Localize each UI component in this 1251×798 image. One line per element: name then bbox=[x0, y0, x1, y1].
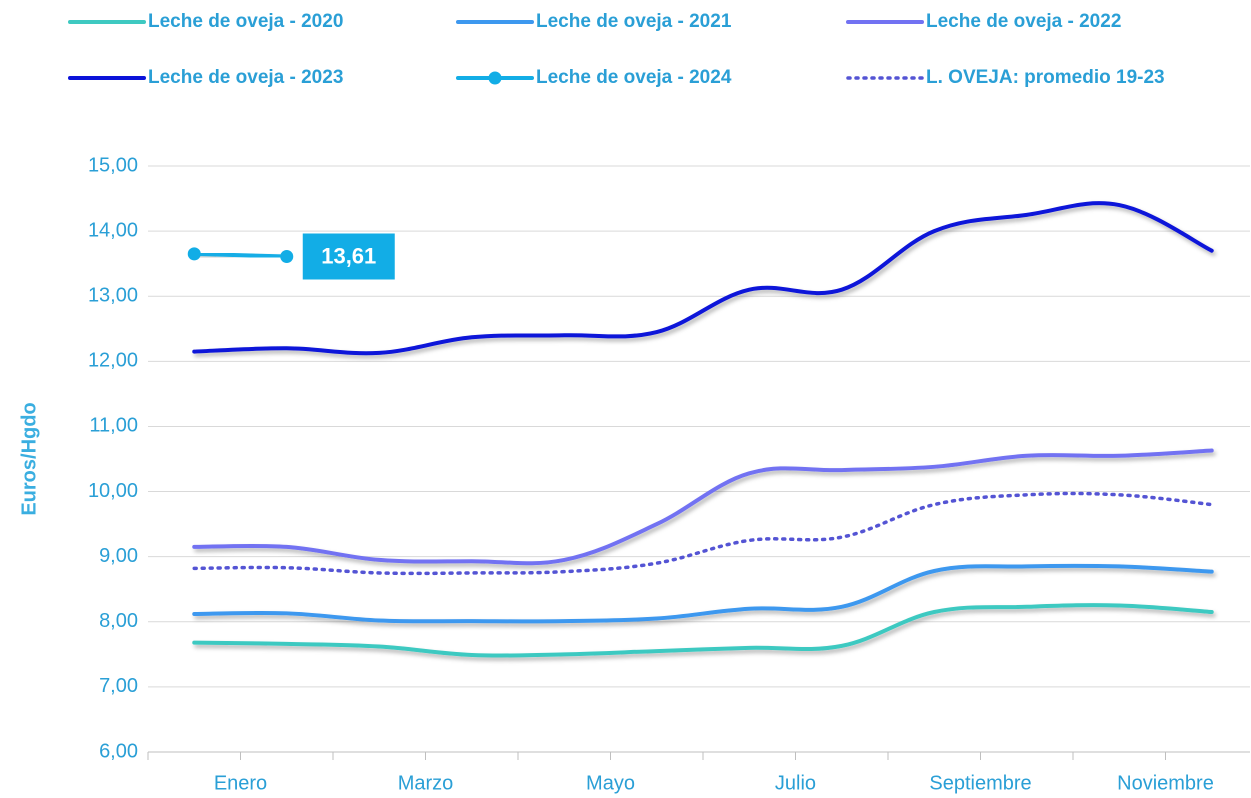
y-axis-label: Euros/Hgdo bbox=[18, 402, 40, 515]
series-marker bbox=[187, 247, 201, 261]
y-tick-label: 6,00 bbox=[99, 740, 138, 762]
legend-label: Leche de oveja - 2021 bbox=[536, 11, 732, 32]
y-tick-label: 10,00 bbox=[88, 480, 138, 502]
legend-label: Leche de oveja - 2020 bbox=[148, 11, 343, 32]
y-tick-label: 9,00 bbox=[99, 545, 138, 567]
y-tick-label: 13,00 bbox=[88, 285, 138, 307]
x-tick-label: Enero bbox=[214, 772, 267, 794]
x-tick-label: Mayo bbox=[586, 772, 635, 794]
x-tick-label: Julio bbox=[775, 772, 816, 794]
y-tick-label: 7,00 bbox=[99, 675, 138, 697]
x-tick-label: Noviembre bbox=[1117, 772, 1214, 794]
y-tick-label: 11,00 bbox=[89, 415, 138, 437]
y-tick-label: 12,00 bbox=[88, 350, 138, 372]
series-line bbox=[192, 491, 1214, 576]
series-line bbox=[192, 448, 1214, 566]
y-tick-label: 8,00 bbox=[99, 610, 138, 632]
x-tick-label: Septiembre bbox=[929, 772, 1031, 794]
series-marker bbox=[280, 250, 294, 264]
x-tick-label: Marzo bbox=[398, 772, 454, 794]
legend-label: Leche de oveja - 2023 bbox=[148, 67, 343, 88]
series-line bbox=[192, 251, 289, 259]
legend-marker bbox=[488, 71, 502, 85]
series-line bbox=[192, 201, 1214, 356]
data-label-box bbox=[302, 233, 395, 280]
series-line bbox=[192, 603, 1214, 658]
data-label: 13,61 bbox=[321, 243, 376, 268]
legend-label: L. OVEJA: promedio 19-23 bbox=[926, 67, 1165, 88]
y-tick-label: 14,00 bbox=[88, 219, 138, 241]
series-line bbox=[192, 563, 1214, 624]
legend-label: Leche de oveja - 2024 bbox=[536, 67, 732, 88]
legend-label: Leche de oveja - 2022 bbox=[926, 11, 1121, 32]
y-tick-label: 15,00 bbox=[88, 154, 138, 176]
